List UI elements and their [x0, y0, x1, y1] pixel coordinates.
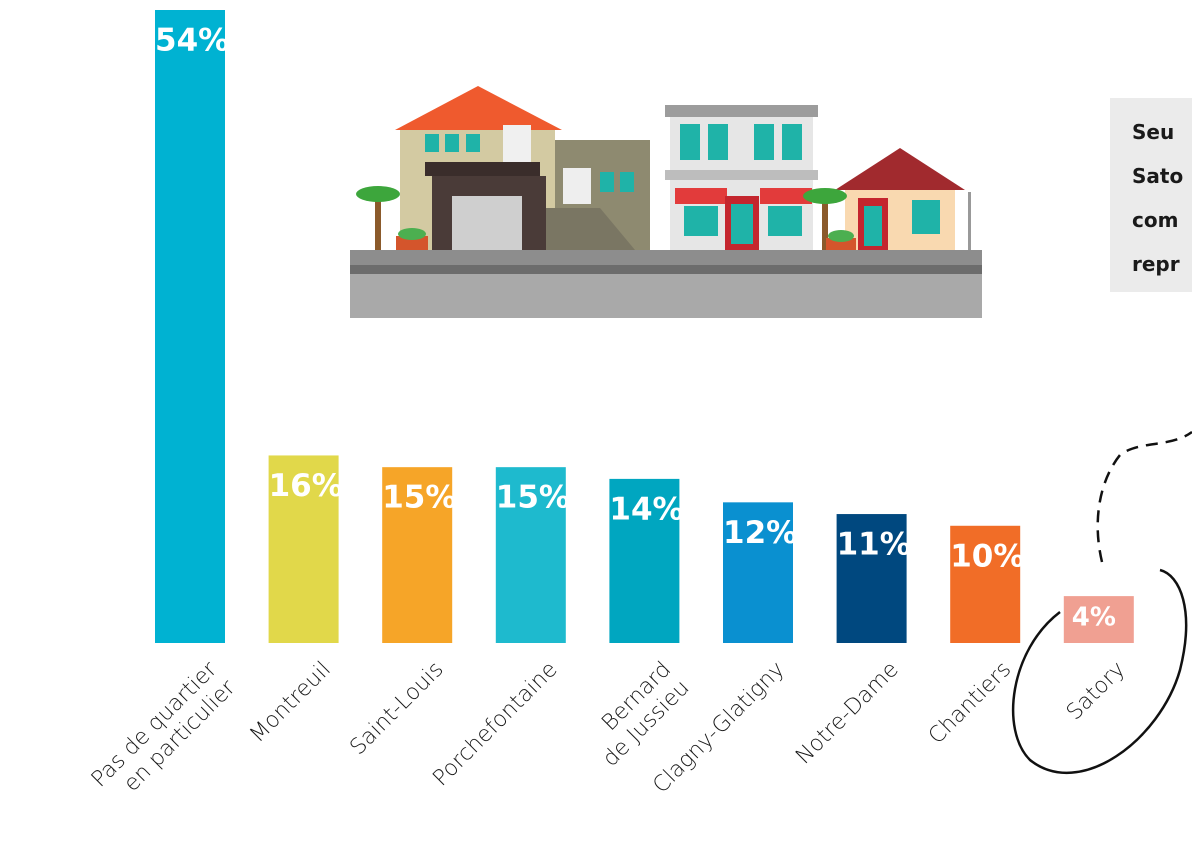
- bar: [155, 10, 225, 643]
- bar: [723, 502, 793, 643]
- bar: [950, 525, 1021, 643]
- value-label: 54%: [155, 23, 229, 59]
- bar: [495, 467, 566, 643]
- value-label: 16%: [269, 468, 343, 504]
- value-label: 15%: [496, 480, 570, 516]
- value-label: 4%: [1072, 603, 1116, 633]
- value-label: 12%: [723, 515, 797, 551]
- bar: [268, 455, 339, 643]
- bar: [836, 514, 907, 643]
- annotation-box: Seu Sato com repr: [1110, 98, 1192, 292]
- annotation-line: Seu: [1132, 120, 1175, 144]
- dashed-curve: [1096, 430, 1192, 563]
- value-label: 14%: [609, 491, 683, 527]
- annotation-line: repr: [1132, 252, 1180, 276]
- annotation-line: com: [1132, 208, 1179, 232]
- value-label: 10%: [950, 538, 1024, 574]
- value-label: 11%: [837, 527, 911, 563]
- illustration: [350, 86, 982, 318]
- bar: [1063, 596, 1134, 643]
- circle-highlight: [1011, 568, 1188, 774]
- value-label: 15%: [382, 480, 456, 516]
- annotation-line: Sato: [1132, 164, 1184, 188]
- bar: [609, 478, 680, 643]
- bar: [382, 467, 453, 643]
